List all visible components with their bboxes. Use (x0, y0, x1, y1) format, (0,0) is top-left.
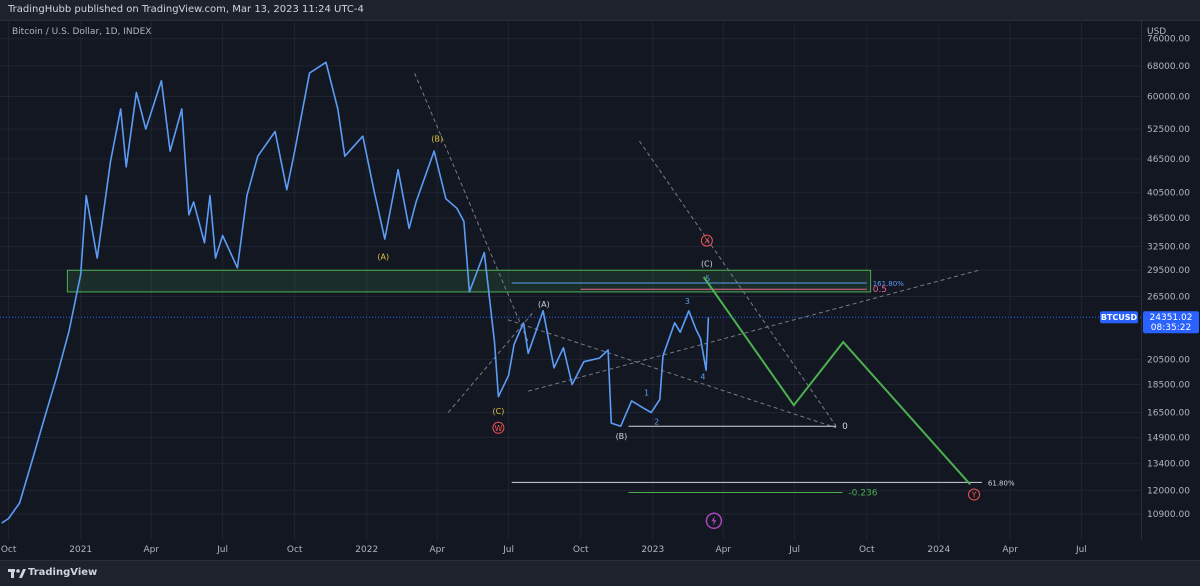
wave-label: (B) (616, 432, 628, 441)
x-tick-label: Jul (1075, 545, 1087, 555)
price-series (1, 61, 710, 524)
x-tick-label: 2022 (355, 545, 378, 555)
lightning-event-icon (705, 512, 723, 530)
y-tick-label: 14900.00 (1147, 433, 1190, 443)
x-tick-label: 2023 (641, 545, 664, 555)
price-line (1, 61, 710, 524)
y-tick-label: 18500.00 (1147, 380, 1190, 390)
y-tick-label: 32500.00 (1147, 243, 1190, 253)
y-tick-label: 60000.00 (1147, 92, 1190, 102)
x-tick-label: Jul (502, 545, 514, 555)
fib-level-label: 0 (842, 422, 848, 432)
y-tick-label: 68000.00 (1147, 62, 1190, 72)
x-tick-label: Oct (287, 545, 303, 555)
wave-label: (C) (701, 260, 713, 269)
y-tick-label: 10900.00 (1147, 510, 1190, 520)
x-tick-label: Apr (429, 545, 445, 555)
guide-line (414, 72, 529, 343)
publisher-text: TradingHubb published on TradingView.com… (8, 4, 364, 15)
x-tick-label: Apr (1002, 545, 1018, 555)
publisher-bar: TradingHubb published on TradingView.com… (0, 0, 1200, 21)
wave-label: 3 (685, 297, 690, 306)
x-tick-label: Oct (859, 545, 875, 555)
x-axis: Oct 2021 Apr Jul Oct 2022 Apr Jul Oct 2023 Apr Jul O… (1, 545, 1087, 555)
wave-label: 2 (654, 418, 659, 427)
y-axis: 76000.00 68000.00 60000.00 52500.00 46500.00… (1147, 27, 1190, 520)
fib-level-label: 61.80% (988, 479, 1015, 487)
wave-label: (A) (538, 300, 550, 309)
projection-line (702, 276, 971, 486)
price-badge-value: 24351.02 (1150, 313, 1193, 323)
axis-divider (1141, 20, 1142, 540)
x-tick-label: 2024 (927, 545, 950, 555)
wave-label: 5 (705, 275, 710, 284)
y-tick-label: 16500.00 (1147, 408, 1190, 418)
price-badge (1143, 311, 1199, 334)
y-tick-label: 46500.00 (1147, 155, 1190, 165)
y-tick-label: 13400.00 (1147, 459, 1190, 469)
guide-lines (414, 72, 979, 429)
x-tick-label: Apr (716, 545, 732, 555)
wave-label: 1 (644, 389, 649, 398)
wave-label: X (704, 237, 710, 246)
fib-level-label: 161.80% (873, 280, 904, 288)
guide-line (447, 310, 535, 413)
symbol-badge-text: BTCUSD (1101, 313, 1138, 322)
guide-line (507, 319, 837, 429)
x-tick-label: Apr (143, 545, 159, 555)
price-badge-countdown: 08:35:22 (1151, 323, 1191, 333)
symbol-badge (1100, 311, 1138, 324)
y-tick-label: 29500.00 (1147, 266, 1190, 276)
y-tick-label: 76000.00 (1147, 35, 1190, 45)
fib-levels: 161.80%0.5 0 61.80% -0.236 (511, 280, 1015, 498)
wave-label: W (494, 424, 502, 433)
lightning-bolt (711, 515, 717, 526)
wave-circle (492, 421, 505, 434)
wave-label: (A) (377, 253, 389, 262)
x-tick-label: Jul (788, 545, 800, 555)
y-tick-label: 12000.00 (1147, 486, 1190, 496)
guide-line (639, 140, 837, 427)
y-tick-label: 40500.00 (1147, 189, 1190, 199)
projection-path (702, 276, 971, 486)
y-tick-label: 26500.00 (1147, 292, 1190, 302)
symbol-line: Bitcoin / U.S. Dollar, 1D, INDEX (12, 27, 152, 37)
y-tick-label: 52500.00 (1147, 125, 1190, 135)
footer-brand: TradingView (28, 567, 98, 578)
wave-circle (968, 488, 981, 501)
y-tick-label: 20500.00 (1147, 355, 1190, 365)
wave-circle (700, 234, 713, 247)
x-tick-label: Oct (1, 545, 17, 555)
fib-level-label: 0.5 (873, 285, 887, 295)
fib-level-label: -0.236 (848, 488, 877, 498)
y-tick-label: 36500.00 (1147, 214, 1190, 224)
x-tick-label: Oct (573, 545, 589, 555)
wave-labels: (B) (A) (C) W (A) (B) 1 2 3 4 5 (C) X Y (377, 135, 981, 530)
currency-label: USD (1147, 27, 1166, 37)
wave-label: Y (971, 491, 977, 500)
wave-label: 4 (700, 373, 705, 382)
tradingview-logo-icon (8, 569, 26, 578)
x-tick-label: Jul (216, 545, 228, 555)
wave-label: (B) (431, 135, 443, 144)
footer-bar: TradingView (0, 560, 1200, 586)
wave-label: (C) (492, 407, 504, 416)
guide-line (528, 269, 979, 392)
x-tick-label: 2021 (69, 545, 92, 555)
